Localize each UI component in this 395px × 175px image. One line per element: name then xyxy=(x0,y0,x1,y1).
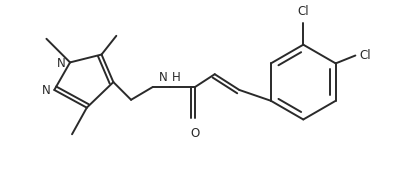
Text: Cl: Cl xyxy=(297,5,309,18)
Text: O: O xyxy=(190,127,199,140)
Text: N: N xyxy=(57,57,66,70)
Text: N: N xyxy=(41,85,51,97)
Text: Cl: Cl xyxy=(359,49,371,62)
Text: N: N xyxy=(159,71,167,84)
Text: H: H xyxy=(171,71,180,84)
